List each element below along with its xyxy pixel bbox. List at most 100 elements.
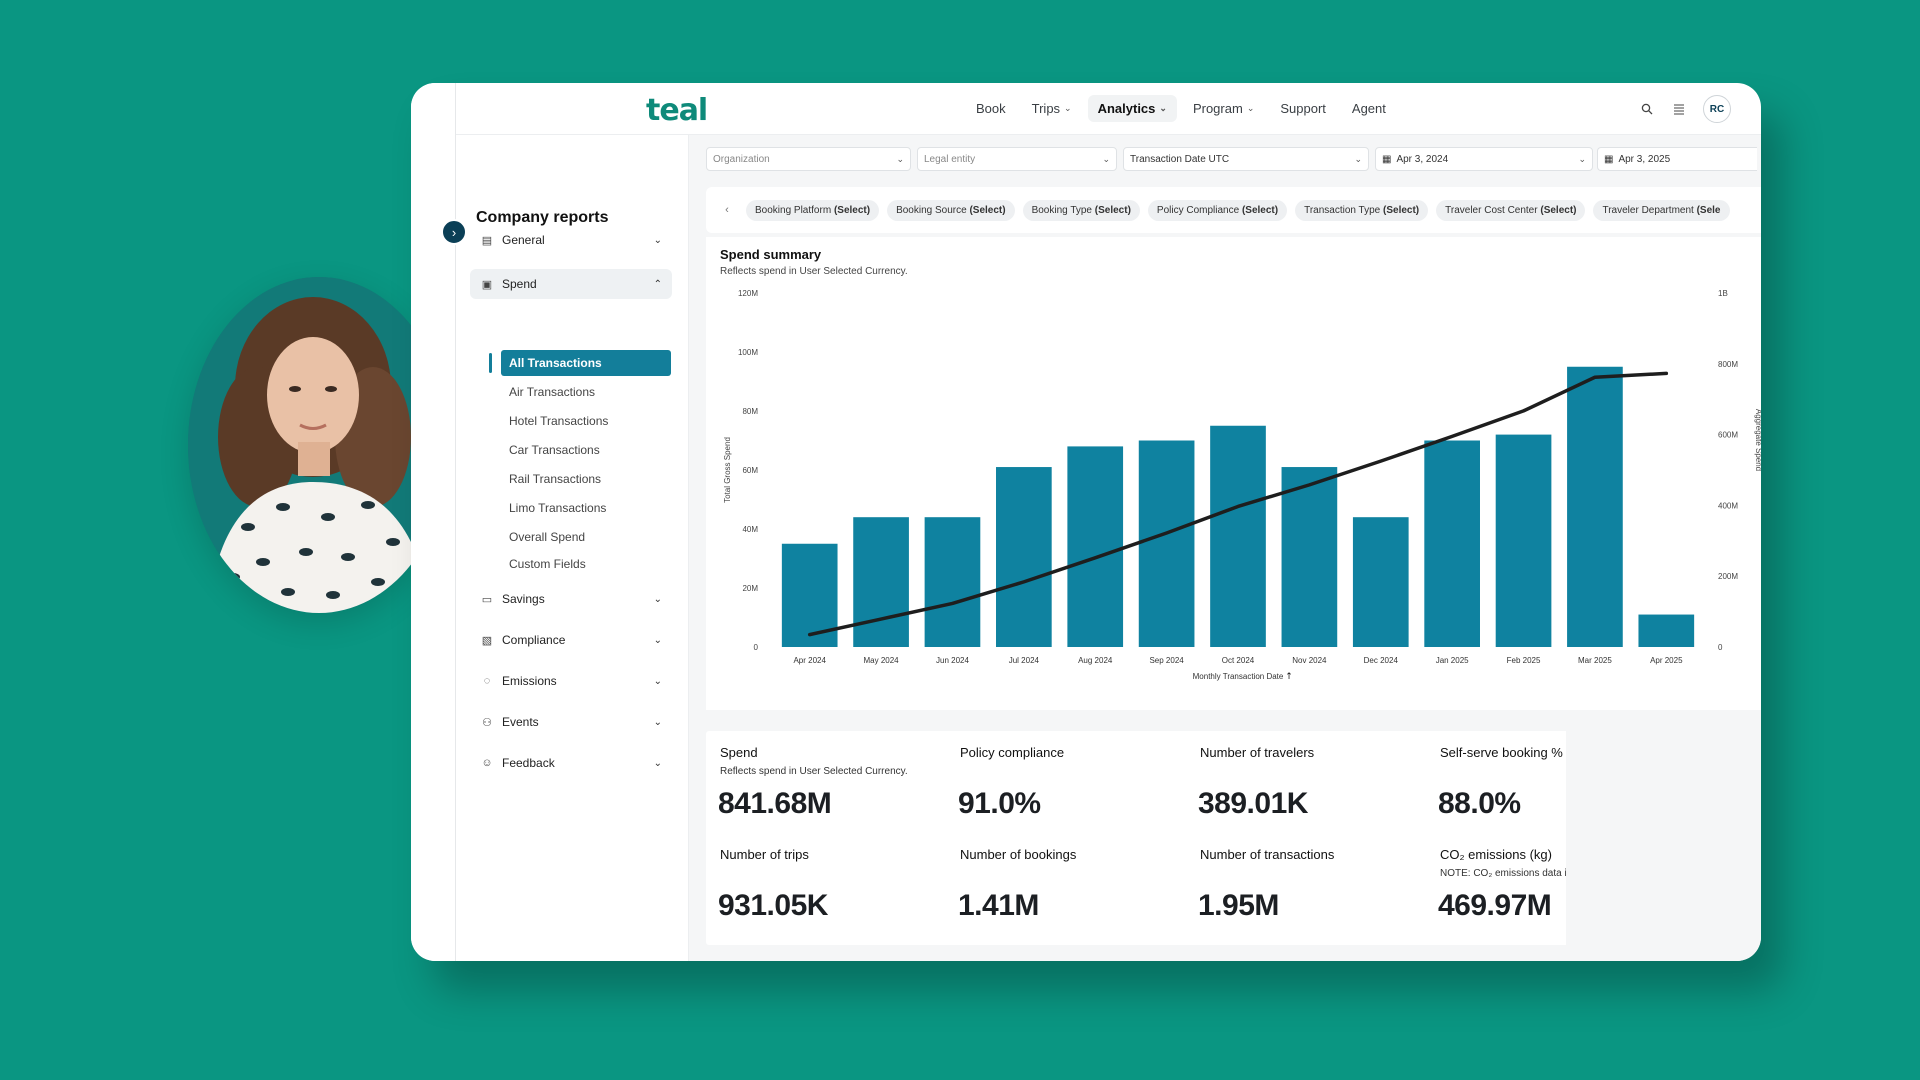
- teal-logo[interactable]: teal: [646, 93, 708, 128]
- nav-book[interactable]: Book: [966, 95, 1016, 122]
- sidebar-item-air-transactions[interactable]: Air Transactions: [509, 385, 596, 399]
- sidebar-toggle-chevron-right-icon[interactable]: ›: [441, 219, 467, 245]
- kpi-value: 841.68M: [718, 787, 832, 820]
- kpi-card[interactable]: Number of travelers 389.01K: [1186, 731, 1466, 843]
- bar-aug-2024: [1067, 446, 1124, 647]
- aggregate-spend-line: [807, 371, 1669, 637]
- kpi-card[interactable]: CO₂ emissions (kg) NOTE: CO₂ emissions da…: [1426, 833, 1566, 945]
- kpi-value: 389.01K: [1198, 787, 1308, 820]
- y2-tick-label: 1B: [1718, 289, 1728, 298]
- sidebar-item-hotel-transactions[interactable]: Hotel Transactions: [509, 414, 609, 428]
- sidebar-item-overall-spend[interactable]: Overall Spend: [509, 530, 586, 544]
- bar-mar-2025: [1567, 366, 1623, 647]
- chip-name: Traveler Department: [1602, 204, 1694, 216]
- sidebar-group-feedback[interactable]: ☺ Feedback ⌄: [470, 748, 672, 778]
- chevron-up-icon: ⌃: [653, 278, 662, 290]
- sidebar-group-label: Events: [502, 715, 539, 729]
- user-avatar-button[interactable]: RC: [1703, 95, 1731, 123]
- bar-dec-2024: [1352, 517, 1409, 647]
- wallet-icon: ▣: [481, 278, 493, 291]
- x-tick-label: Oct 2024: [1222, 656, 1255, 665]
- sidebar-item-all-transactions[interactable]: All Transactions: [501, 350, 671, 376]
- date-field-select[interactable]: Transaction Date UTC ⌄: [1123, 147, 1369, 171]
- person-photo: [188, 277, 450, 613]
- sidebar-item-custom-fields[interactable]: Custom Fields: [509, 557, 586, 571]
- kpi-card[interactable]: Policy compliance 91.0%: [946, 731, 1226, 843]
- sidebar-group-label: Feedback: [502, 756, 555, 770]
- nav-program[interactable]: Program ⌄: [1183, 95, 1264, 122]
- nav-agent[interactable]: Agent: [1342, 95, 1396, 122]
- bar-oct-2024: [1210, 425, 1266, 647]
- filter-chip[interactable]: Traveler Department (Sele: [1593, 199, 1730, 221]
- chevron-left-icon[interactable]: ‹: [725, 204, 729, 216]
- kpi-title: Number of bookings: [960, 847, 1077, 862]
- kpi-title: Spend: [720, 745, 758, 760]
- filter-chip[interactable]: Policy Compliance (Select): [1147, 199, 1288, 221]
- sidebar-group-emissions[interactable]: ◌ Emissions ⌄: [470, 666, 672, 696]
- app-window: teal Book Trips ⌄ Analytics ⌄ Program ⌄ Support…: [411, 83, 1761, 961]
- smile-icon: ☺: [481, 757, 493, 769]
- chip-suffix: (Select): [833, 204, 871, 216]
- kpi-title: Self-serve booking %: [1440, 745, 1563, 760]
- chevron-down-icon: ⌄: [653, 716, 662, 728]
- sidebar-group-spend[interactable]: ▣ Spend ⌃: [470, 269, 672, 299]
- filter-chip[interactable]: Booking Platform (Select): [746, 199, 880, 221]
- filter-value: Apr 3, 2025: [1618, 153, 1671, 165]
- x-tick-label: Sep 2024: [1149, 656, 1184, 665]
- chevron-down-icon: ⌄: [653, 593, 662, 605]
- start-date-picker[interactable]: ▦ Apr 3, 2024 ⌄: [1375, 147, 1593, 171]
- chevron-down-icon: ⌄: [1578, 153, 1586, 164]
- kpi-title: Policy compliance: [960, 745, 1065, 760]
- y-tick-label: 40M: [742, 525, 758, 534]
- nav-label: Support: [1280, 101, 1326, 116]
- sidebar-group-events[interactable]: ⚇ Events ⌄: [470, 707, 672, 737]
- chip-name: Policy Compliance: [1156, 204, 1240, 216]
- kpi-card[interactable]: Self-serve booking % 88.0%: [1426, 731, 1566, 843]
- bar-apr-2025: [1638, 614, 1695, 647]
- chevron-down-icon: ⌄: [653, 234, 662, 246]
- filter-value: Apr 3, 2024: [1396, 153, 1449, 165]
- chevron-down-icon: ⌄: [653, 757, 662, 769]
- kpi-card[interactable]: Number of trips 931.05K: [706, 833, 986, 945]
- sidebar-item-car-transactions[interactable]: Car Transactions: [509, 443, 600, 457]
- nav-label: Analytics: [1097, 101, 1156, 116]
- nav-trips[interactable]: Trips ⌄: [1022, 95, 1082, 122]
- chip-suffix: (Select): [1094, 204, 1131, 216]
- sidebar-item-rail-transactions[interactable]: Rail Transactions: [509, 472, 602, 486]
- calendar-icon: ▦: [1604, 153, 1614, 165]
- end-date-picker[interactable]: ▦ Apr 3, 2025: [1597, 147, 1757, 171]
- sidebar-group-label: Emissions: [502, 674, 557, 688]
- nav-analytics[interactable]: Analytics ⌄: [1087, 95, 1177, 122]
- kpi-subtitle: NOTE: CO₂ emissions data is onl: [1440, 868, 1566, 879]
- list-icon[interactable]: [1671, 101, 1687, 117]
- nav-support[interactable]: Support: [1270, 95, 1336, 122]
- filter-chip[interactable]: Transaction Type (Select): [1295, 199, 1429, 221]
- legal-entity-filter[interactable]: Legal entity ⌄: [917, 147, 1117, 171]
- top-icons: RC: [1639, 95, 1731, 123]
- bar-nov-2024: [1281, 467, 1338, 647]
- filter-chip[interactable]: Traveler Cost Center (Select): [1436, 199, 1586, 221]
- filter-value: Transaction Date UTC: [1130, 153, 1230, 165]
- search-icon[interactable]: [1639, 101, 1655, 117]
- x-tick-label: Jan 2025: [1436, 656, 1469, 665]
- sidebar-group-savings[interactable]: ▭ Savings ⌄: [470, 584, 672, 614]
- y2-tick-label: 400M: [1718, 501, 1738, 510]
- nav-label: Book: [976, 101, 1006, 116]
- chart-title: Spend summary: [720, 247, 822, 262]
- sidebar-item-limo-transactions[interactable]: Limo Transactions: [509, 501, 607, 515]
- nav-label: Agent: [1351, 101, 1386, 116]
- chevron-down-icon: ⌄: [1354, 153, 1362, 164]
- filter-chip[interactable]: Booking Type (Select): [1022, 199, 1140, 221]
- piggy-bank-icon: ▭: [481, 593, 493, 606]
- kpi-card[interactable]: Spend Reflects spend in User Selected Cur…: [706, 731, 986, 843]
- sidebar-group-general[interactable]: ▤ General ⌄: [470, 225, 672, 255]
- x-tick-label: Aug 2024: [1078, 656, 1113, 665]
- organization-filter[interactable]: Organization ⌄: [706, 147, 911, 171]
- person-illustration: [188, 277, 450, 613]
- filter-chip[interactable]: Booking Source (Select): [887, 199, 1015, 221]
- sidebar-group-compliance[interactable]: ▧ Compliance ⌄: [470, 625, 672, 655]
- y2-tick-label: 800M: [1718, 360, 1738, 369]
- kpi-card[interactable]: Number of transactions 1.95M: [1186, 833, 1466, 945]
- x-tick-label: Jul 2024: [1009, 656, 1040, 665]
- kpi-card[interactable]: Number of bookings 1.41M: [946, 833, 1226, 945]
